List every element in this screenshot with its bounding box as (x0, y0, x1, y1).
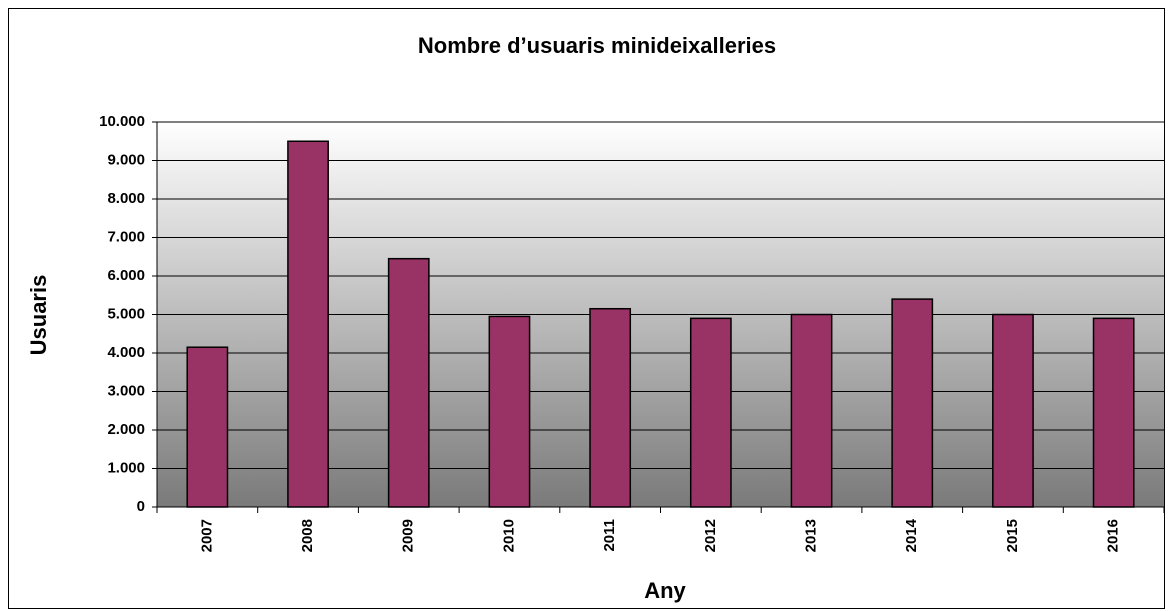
x-tick-label: 2014 (903, 518, 920, 552)
bar (387, 257, 430, 508)
y-tick-label: 2.000 (107, 421, 145, 438)
y-tick-label: 9.000 (107, 151, 145, 168)
bar (992, 313, 1034, 508)
bar (589, 307, 632, 508)
bar (689, 317, 732, 508)
bar (790, 313, 833, 508)
x-axis-label: Any (644, 578, 686, 603)
y-tick-label: 0 (137, 498, 145, 515)
bar (1092, 317, 1135, 508)
x-tick-label: 2007 (198, 519, 215, 552)
bar (891, 298, 934, 508)
x-tick-label: 2012 (702, 519, 719, 552)
y-tick-label: 3.000 (107, 382, 145, 399)
x-tick-label: 2010 (500, 519, 517, 552)
y-tick-label: 1.000 (107, 459, 145, 476)
x-tick-label: 2009 (400, 519, 417, 552)
y-tick-label: 6.000 (107, 267, 145, 284)
bar (488, 315, 531, 508)
bar (186, 346, 229, 508)
x-tick-label: 2015 (1004, 519, 1021, 552)
x-tick-label: 2013 (803, 519, 820, 552)
bar (287, 140, 329, 508)
y-tick-label: 10.000 (99, 113, 145, 130)
x-tick-label: 2016 (1105, 519, 1122, 552)
y-axis-label: Usuaris (26, 275, 51, 356)
y-tick-label: 8.000 (107, 190, 145, 207)
x-tick-label: 2011 (601, 519, 618, 552)
y-tick-label: 4.000 (107, 344, 145, 361)
y-tick-label: 7.000 (107, 228, 145, 245)
y-tick-label: 5.000 (107, 305, 145, 322)
chart-title: Nombre d’usuaris minideixalleries (418, 33, 776, 58)
x-tick-label: 2008 (299, 519, 316, 552)
